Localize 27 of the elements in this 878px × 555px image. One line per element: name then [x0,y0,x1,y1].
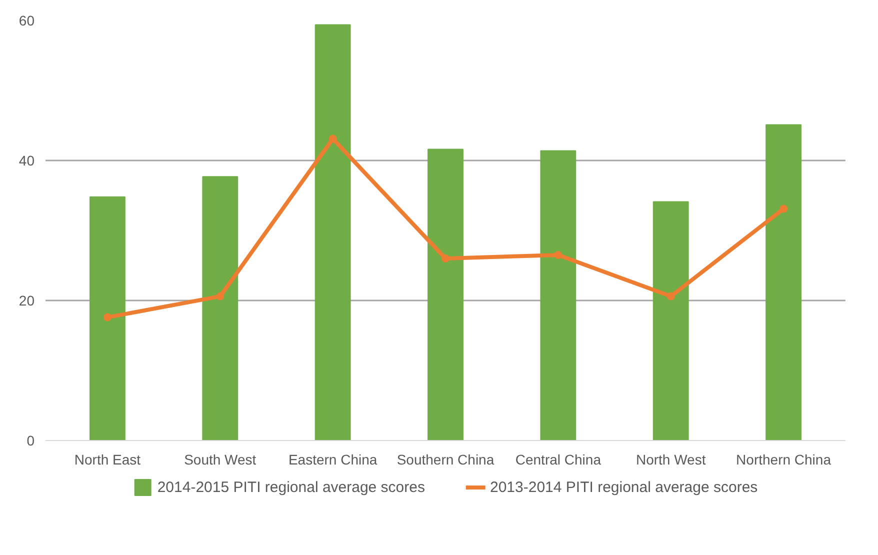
y-tick-label: 40 [18,152,35,168]
point [103,313,112,322]
point [442,254,450,262]
point [780,204,788,213]
point [666,292,675,300]
x-tick-label: South West [184,452,256,468]
x-tick-label: North East [74,452,141,468]
bar [428,148,464,440]
y-tick-label: 0 [26,432,35,448]
bar [652,201,689,440]
bar [314,24,351,440]
bar [202,176,238,440]
y-tick-label: 20 [18,292,35,308]
x-tick-label: Northern China [736,452,832,468]
x-tick-label: Central China [515,452,602,468]
legend-label: 2013-2014 PITI regional average scores [490,478,758,496]
bar [766,124,802,440]
x-tick-label: Eastern China [288,452,378,468]
y-tick-label: 60 [18,12,35,28]
legend-label: 2014-2015 PITI regional average scores [157,478,425,496]
bar [540,150,576,440]
point [554,251,562,259]
bar [90,196,126,440]
x-tick-label: Southern China [396,452,494,468]
point [328,134,337,143]
point [216,292,224,300]
x-tick-label: North West [636,452,706,468]
